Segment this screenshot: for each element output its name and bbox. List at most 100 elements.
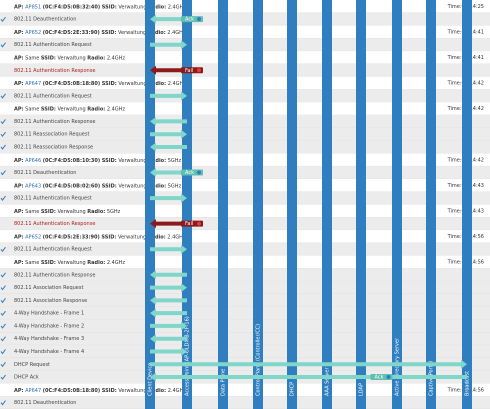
event-text: 802.11 Authentication Request (14, 93, 92, 99)
lane-label: DHCP (290, 382, 296, 396)
arrow-tag (181, 169, 203, 176)
header-part: AP: (14, 106, 24, 112)
header-part: Same (25, 260, 39, 266)
header-part: 5GHz (168, 183, 182, 189)
lane (462, 0, 472, 409)
row-bg (0, 25, 490, 39)
check-icon (0, 336, 6, 342)
tag-icon (197, 68, 201, 73)
header-part: SSID: (102, 81, 117, 87)
lane-label: Access Point (AP-OLDX-B-2F-16) (185, 316, 191, 396)
header-part: AP: (14, 4, 24, 10)
row-bg (0, 140, 490, 154)
arrow-tag-text: Ack (185, 170, 194, 176)
header-part: Verwaltung (118, 4, 146, 10)
header-part: (0C:F4:D5:0B:02:60) (43, 183, 100, 189)
check-icon (0, 310, 6, 316)
header-part: (0C:F4:D5:2E:33:90) (43, 234, 100, 240)
arrow-head (150, 168, 156, 178)
event-text: 4-Way Handshake - Frame 3 (14, 336, 84, 342)
header-part: 2.4GHz (107, 260, 126, 266)
header-part: (0C:F4:D5:0B:18:80) (43, 81, 100, 87)
check-icon (0, 323, 6, 329)
header-part: AP643 (25, 183, 41, 189)
lane (322, 0, 332, 409)
event-text: 802.11 Deauthentication (14, 170, 76, 176)
row-bg (0, 268, 490, 282)
check-icon (0, 93, 6, 99)
lane-label: Broadcast (465, 371, 471, 396)
header-part: 2.4GHz (167, 29, 186, 35)
lane (182, 0, 192, 409)
event-text: DHCP Request (14, 362, 50, 368)
header-part: AP851 (25, 4, 41, 10)
header-part: AP647 (25, 387, 41, 393)
header-part: SSID: (41, 55, 56, 61)
header-part: (0C:F4:D5:0B:18:80) (43, 387, 100, 393)
lane (287, 0, 297, 409)
event-text: 802.11 Deauthentication (14, 17, 76, 23)
check-icon (0, 272, 6, 278)
row-bg (0, 281, 490, 294)
row-bg (0, 306, 490, 320)
row-bg (0, 51, 490, 64)
event-text: 4-Way Handshake - Frame 1 (14, 311, 84, 317)
header-part: AP: (14, 183, 24, 189)
header-part: (0C:F4:D5:0B:10:30) (43, 157, 100, 163)
header-part: AP652 (25, 234, 41, 240)
check-icon (0, 361, 6, 368)
lane (426, 0, 436, 409)
arrow-head (150, 308, 156, 318)
header-part: AP: (14, 55, 24, 61)
check-icon (0, 170, 6, 176)
lane (145, 0, 155, 409)
lane (218, 0, 228, 409)
arrow-tag (181, 220, 203, 227)
event-text: 802.11 Reassociation Request (14, 132, 89, 138)
arrow-head (181, 244, 187, 254)
arrow-head (181, 321, 187, 331)
header-part: AP: (14, 234, 24, 240)
header-part: 2.4GHz (167, 234, 186, 240)
header-part: Radio: (148, 387, 166, 393)
header-part: AP: (14, 387, 24, 393)
header-text: AP: AP652 (0C:F4:D5:2E:33:90) SSID: Verw… (14, 234, 186, 240)
event-text: 802.11 Authentication Request (14, 247, 92, 253)
event-text: 802.11 Association Response (14, 298, 87, 304)
row-bg (0, 102, 490, 116)
lane-label: Active Directory Server (395, 337, 401, 396)
row-bg (0, 38, 490, 52)
header-text: AP: AP647 (0C:F4:D5:0B:18:80) SSID: Verw… (14, 81, 186, 87)
header-part: Same (25, 106, 39, 112)
check-icon (0, 195, 6, 201)
arrow-head (150, 334, 156, 344)
row-bg (0, 115, 490, 128)
check-icon (0, 349, 6, 355)
header-part: 2.4GHz (107, 55, 126, 61)
header-part: SSID: (102, 183, 117, 189)
header-part: Same (25, 55, 39, 61)
check-icon (0, 246, 6, 253)
arrow-head (181, 346, 187, 356)
header-part: Radio: (87, 260, 105, 266)
header-part: Radio: (148, 4, 166, 10)
header-part: 5GHz (168, 157, 182, 163)
header-text: AP: Same SSID: Verwaltung Radio: 2.4GHz (14, 260, 125, 266)
check-icon (0, 374, 6, 380)
header-part: Verwaltung (58, 208, 86, 214)
arrow-tag-text: Fail (185, 221, 193, 227)
arrow-head (150, 142, 156, 152)
arrow-head (181, 40, 187, 50)
tag-icon (386, 375, 391, 380)
lane-label: Control Plane (Controller/CC) (256, 324, 262, 396)
event-text: 802.11 Reassociation Response (14, 144, 93, 150)
row-bg (0, 166, 490, 179)
row-bg (0, 319, 490, 333)
row-bg (0, 255, 490, 269)
arrow-head (150, 14, 156, 24)
header-part: SSID: (102, 387, 117, 393)
header-part: Verwaltung (58, 55, 86, 61)
row-bg (0, 383, 490, 397)
lane-label: Data Plane (221, 369, 227, 396)
row-bg (0, 63, 490, 77)
